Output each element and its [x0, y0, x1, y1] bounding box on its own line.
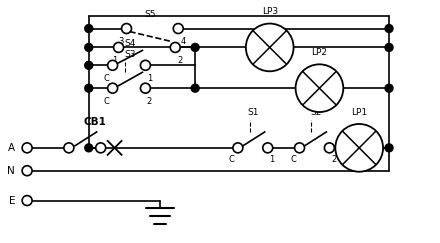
Text: 2: 2 [147, 97, 152, 106]
Text: 1: 1 [147, 74, 152, 83]
Text: A: A [8, 143, 15, 153]
Text: 3: 3 [118, 37, 123, 46]
Circle shape [108, 83, 117, 93]
Circle shape [96, 143, 106, 153]
Text: 1: 1 [112, 56, 117, 65]
Text: C: C [104, 74, 110, 83]
Circle shape [294, 143, 304, 153]
Text: LP3: LP3 [262, 7, 278, 16]
Circle shape [22, 166, 32, 176]
Circle shape [191, 43, 199, 52]
Text: 4: 4 [180, 37, 186, 46]
Circle shape [385, 144, 393, 152]
Circle shape [140, 83, 150, 93]
Text: S2: S2 [311, 108, 322, 117]
Circle shape [85, 61, 93, 69]
Text: 2: 2 [178, 56, 183, 65]
Circle shape [233, 143, 243, 153]
Circle shape [85, 43, 93, 52]
Text: N: N [7, 166, 15, 176]
Circle shape [22, 143, 32, 153]
Circle shape [246, 24, 293, 71]
Circle shape [385, 43, 393, 52]
Circle shape [296, 64, 343, 112]
Text: S4: S4 [125, 39, 136, 48]
Text: 2: 2 [332, 155, 337, 164]
Circle shape [108, 60, 117, 70]
Circle shape [385, 84, 393, 92]
Text: E: E [9, 196, 15, 206]
Circle shape [85, 25, 93, 33]
Text: C: C [104, 97, 110, 106]
Text: S1: S1 [247, 108, 259, 117]
Text: C: C [229, 155, 235, 164]
Text: LP2: LP2 [312, 48, 327, 57]
Text: 1: 1 [269, 155, 274, 164]
Text: CB1: CB1 [83, 117, 106, 127]
Circle shape [22, 196, 32, 206]
Text: C: C [291, 155, 297, 164]
Circle shape [324, 143, 334, 153]
Circle shape [385, 25, 393, 33]
Text: S3: S3 [125, 50, 136, 59]
Circle shape [85, 144, 93, 152]
Circle shape [191, 84, 199, 92]
Circle shape [263, 143, 273, 153]
Circle shape [114, 43, 124, 52]
Circle shape [335, 124, 383, 172]
Circle shape [170, 43, 180, 52]
Text: S5: S5 [145, 10, 156, 19]
Text: LP1: LP1 [351, 108, 367, 117]
Circle shape [173, 24, 183, 34]
Circle shape [121, 24, 132, 34]
Circle shape [140, 60, 150, 70]
Circle shape [64, 143, 74, 153]
Circle shape [85, 84, 93, 92]
